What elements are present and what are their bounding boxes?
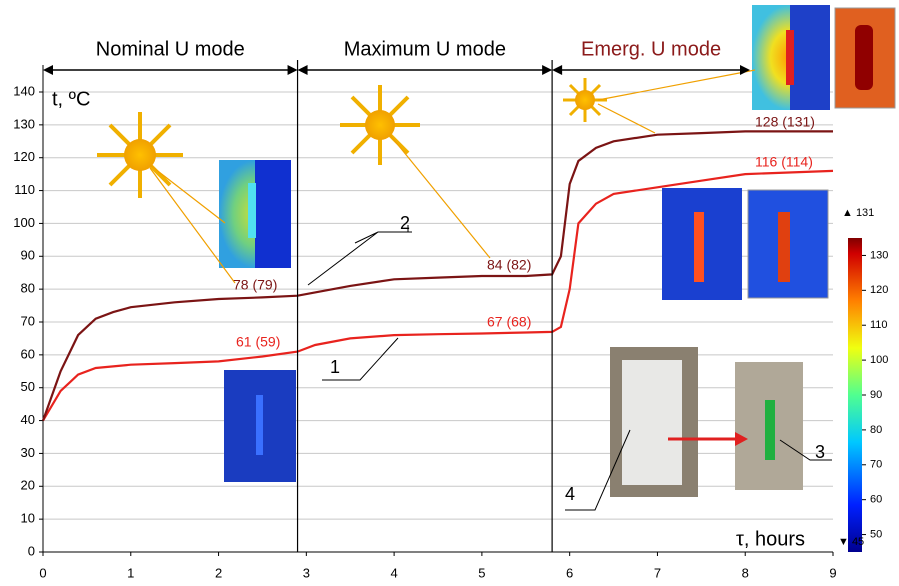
y-tick-label: 90 xyxy=(21,248,35,263)
y-tick-label: 100 xyxy=(13,215,35,230)
x-tick-label: 3 xyxy=(303,565,310,580)
arrowhead xyxy=(552,65,563,75)
value-annotation: 78 (79) xyxy=(233,277,277,293)
arrowhead xyxy=(740,65,750,75)
x-axis-label: τ, hours xyxy=(736,528,805,550)
y-axis-label: t, ºC xyxy=(52,88,90,110)
leader-line xyxy=(307,225,832,511)
y-tick-label: 110 xyxy=(14,182,35,197)
mode-label: Nominal U mode xyxy=(96,38,245,60)
arrowhead xyxy=(287,65,298,75)
x-tick-label: 5 xyxy=(478,565,485,580)
thermal-inset xyxy=(855,25,873,90)
y-tick-label: 40 xyxy=(21,412,35,427)
value-annotation: 128 (131) xyxy=(755,114,815,130)
curve-number: 1 xyxy=(330,357,340,377)
thermal-inset xyxy=(790,5,830,110)
x-tick-label: 6 xyxy=(566,565,573,580)
value-annotation: 67 (68) xyxy=(487,314,531,330)
colorbar-tick-label: 100 xyxy=(870,354,888,366)
arrow xyxy=(735,432,748,446)
data-line xyxy=(41,130,833,421)
mode-label: Emerg. U mode xyxy=(581,38,721,60)
y-tick-label: 10 xyxy=(21,511,35,526)
sun xyxy=(340,85,420,165)
value-annotation: 116 (114) xyxy=(755,154,813,170)
colorbar xyxy=(848,238,862,552)
arrowhead xyxy=(297,65,308,75)
value-annotation: 84 (82) xyxy=(487,257,531,273)
sun xyxy=(563,78,607,122)
x-tick-label: 9 xyxy=(829,565,836,580)
colorbar-tick-label: 90 xyxy=(870,389,882,401)
colorbar-tick-label: 130 xyxy=(870,249,888,261)
thermal-inset xyxy=(778,212,790,282)
x-tick-label: 4 xyxy=(390,565,397,580)
x-tick-label: 0 xyxy=(39,565,46,580)
y-tick-label: 50 xyxy=(21,379,35,394)
callout-number: 3 xyxy=(815,442,825,462)
colorbar-max: ▲ 131 xyxy=(842,207,874,219)
curve-number: 2 xyxy=(400,213,410,233)
colorbar-tick-label: 70 xyxy=(870,459,882,471)
callout-number: 4 xyxy=(565,484,575,504)
thermal-inset xyxy=(786,30,794,85)
sun xyxy=(97,112,183,198)
data-line xyxy=(42,169,834,422)
y-tick-label: 70 xyxy=(21,313,35,328)
photo xyxy=(765,400,775,460)
x-tick-label: 2 xyxy=(215,565,222,580)
colorbar-tick-label: 120 xyxy=(870,284,888,296)
arrowhead xyxy=(43,65,53,75)
thermal-inset xyxy=(255,160,291,268)
y-tick-label: 140 xyxy=(13,83,35,98)
value-annotation: 61 (59) xyxy=(236,334,280,350)
y-tick-label: 30 xyxy=(21,445,35,460)
x-tick-label: 1 xyxy=(127,565,134,580)
y-tick-label: 20 xyxy=(21,478,35,493)
colorbar-min: ▼ 45 xyxy=(838,536,864,548)
y-tick-label: 130 xyxy=(13,116,35,131)
y-tick-label: 60 xyxy=(21,346,35,361)
photo xyxy=(622,360,682,485)
illustrations xyxy=(97,5,896,511)
colorbar-tick-label: 50 xyxy=(870,528,882,540)
thermal-inset xyxy=(256,395,263,455)
mode-label: Maximum U mode xyxy=(344,38,506,60)
y-tick-label: 120 xyxy=(13,149,35,164)
y-tick-label: 0 xyxy=(28,543,35,558)
colorbar-tick-label: 110 xyxy=(870,319,888,331)
thermal-inset xyxy=(694,212,704,282)
thermal-inset xyxy=(248,183,256,238)
arrowhead xyxy=(542,65,553,75)
x-tick-label: 8 xyxy=(742,565,749,580)
leader-line xyxy=(149,69,756,284)
colorbar-tick-label: 60 xyxy=(870,494,882,506)
y-tick-label: 80 xyxy=(21,281,35,296)
x-tick-label: 7 xyxy=(654,565,661,580)
colorbar-tick-label: 80 xyxy=(870,424,882,436)
